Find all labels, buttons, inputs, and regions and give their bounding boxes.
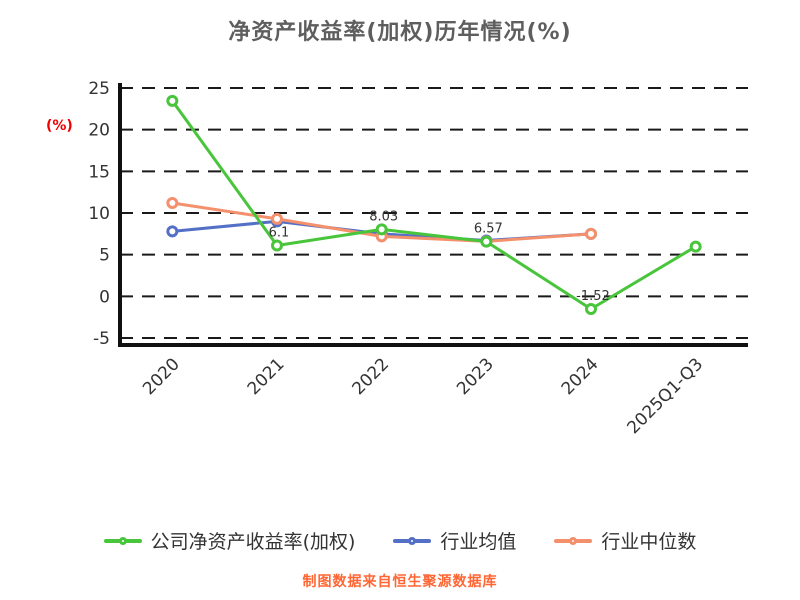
data-point-marker: [585, 303, 597, 315]
data-point-marker: [689, 240, 702, 253]
legend-label: 行业均值: [440, 531, 517, 553]
legend-item-0[interactable]: 公司净资产收益率(加权): [103, 527, 356, 554]
y-tick-label: 25: [88, 79, 110, 99]
data-point-marker: [271, 212, 283, 225]
data-point-marker: [166, 225, 179, 238]
legend-marker-icon: [393, 533, 432, 549]
y-tick-label: 15: [88, 162, 110, 182]
x-tick-label: 2021: [244, 354, 289, 399]
legend-label: 公司净资产收益率(加权): [150, 531, 356, 553]
y-axis-label: (%): [46, 118, 73, 134]
legend: 公司净资产收益率(加权) 行业均值 行业中位数: [0, 527, 800, 554]
x-tick-label: 2023: [453, 354, 498, 399]
data-point-label: 8.03: [369, 209, 398, 224]
data-point-label: 6.57: [474, 222, 503, 237]
legend-marker-icon: [103, 533, 142, 549]
data-point-label: 6.1: [269, 226, 290, 241]
data-point-marker: [480, 235, 493, 248]
data-point-label: -1.52: [576, 289, 610, 304]
data-point-marker: [166, 197, 179, 209]
data-point-marker: [375, 223, 388, 236]
legend-marker-icon: [554, 533, 593, 549]
y-tick-label: -5: [93, 329, 110, 349]
legend-label: 行业中位数: [601, 531, 697, 553]
y-tick-label: 5: [99, 246, 110, 266]
chart-title: 净资产收益率(加权)历年情况(%): [228, 20, 572, 45]
y-tick-label: 10: [88, 204, 110, 224]
legend-item-1[interactable]: 行业均值: [393, 527, 516, 554]
x-tick-label: 2022: [348, 354, 393, 399]
data-source-note: 制图数据来自恒生聚源数据库: [302, 574, 498, 590]
data-point-marker: [166, 94, 179, 107]
x-tick-label: 2025Q1-Q3: [623, 354, 707, 438]
y-tick-label: 0: [99, 287, 110, 307]
legend-item-2[interactable]: 行业中位数: [554, 527, 696, 554]
data-point-marker: [585, 227, 597, 240]
x-tick-label: 2020: [139, 354, 184, 399]
data-point-marker: [271, 239, 283, 252]
x-tick-label: 2024: [558, 354, 603, 399]
series-line-0: [171, 99, 697, 311]
y-tick-label: 20: [88, 121, 110, 141]
